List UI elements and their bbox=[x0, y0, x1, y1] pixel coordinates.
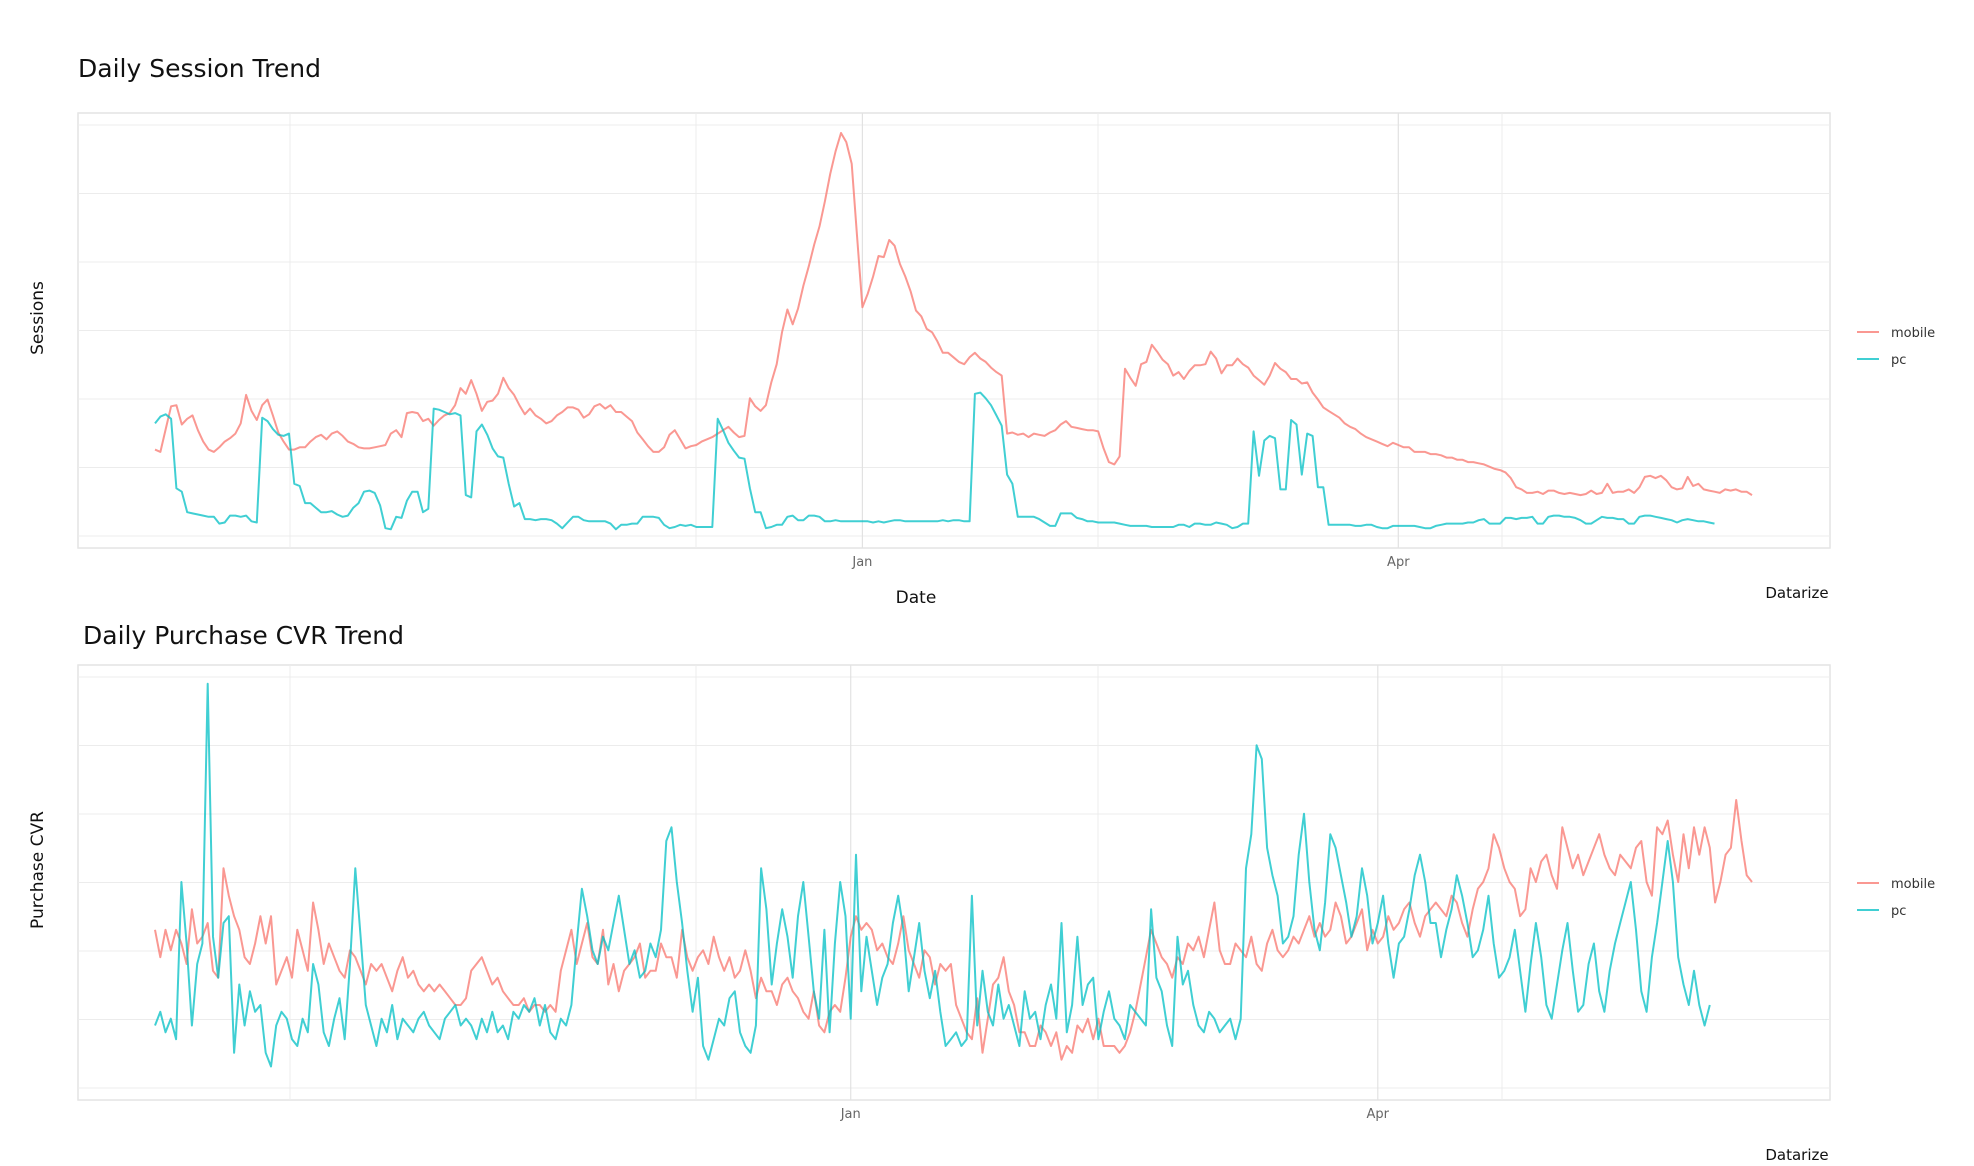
session-chart-title: Daily Session Trend bbox=[78, 54, 321, 83]
cvr-chart-title: Daily Purchase CVR Trend bbox=[83, 621, 404, 650]
cvr-y-axis-label: Purchase CVR bbox=[28, 811, 48, 929]
session-y-axis-label: Sessions bbox=[28, 281, 48, 355]
x-tick-label: Apr bbox=[1387, 555, 1410, 570]
series-line-mobile bbox=[154, 799, 1753, 1061]
session-credit: Datarize bbox=[1765, 584, 1828, 602]
session-x-ticks: Jan Apr bbox=[851, 555, 1410, 570]
session-legend: mobile pc bbox=[1857, 326, 1935, 368]
x-tick-label: Jan bbox=[840, 1107, 861, 1122]
session-x-axis-label: Date bbox=[896, 588, 937, 608]
cvr-x-ticks: Jan Apr bbox=[840, 1107, 1390, 1122]
legend-label-mobile: mobile bbox=[1891, 877, 1935, 892]
cvr-legend: mobile pc bbox=[1857, 877, 1935, 919]
legend-label-pc: pc bbox=[1891, 904, 1906, 919]
x-tick-label: Apr bbox=[1367, 1107, 1390, 1122]
legend-label-pc: pc bbox=[1891, 353, 1906, 368]
cvr-gridlines bbox=[78, 665, 1830, 1100]
session-gridlines bbox=[78, 113, 1830, 548]
cvr-credit: Datarize bbox=[1765, 1146, 1828, 1164]
session-series-lines bbox=[154, 132, 1753, 531]
x-tick-label: Jan bbox=[851, 555, 872, 570]
cvr-trend-chart: Daily Purchase CVR Trend Jan Apr Purchase… bbox=[28, 621, 1935, 1164]
session-trend-chart: Daily Session Trend Jan Apr Date Sessions… bbox=[28, 54, 1935, 608]
series-line-pc bbox=[154, 391, 1715, 531]
cvr-series-lines bbox=[154, 682, 1753, 1068]
series-line-pc bbox=[154, 682, 1711, 1068]
series-line-mobile bbox=[154, 132, 1753, 497]
legend-label-mobile: mobile bbox=[1891, 326, 1935, 341]
